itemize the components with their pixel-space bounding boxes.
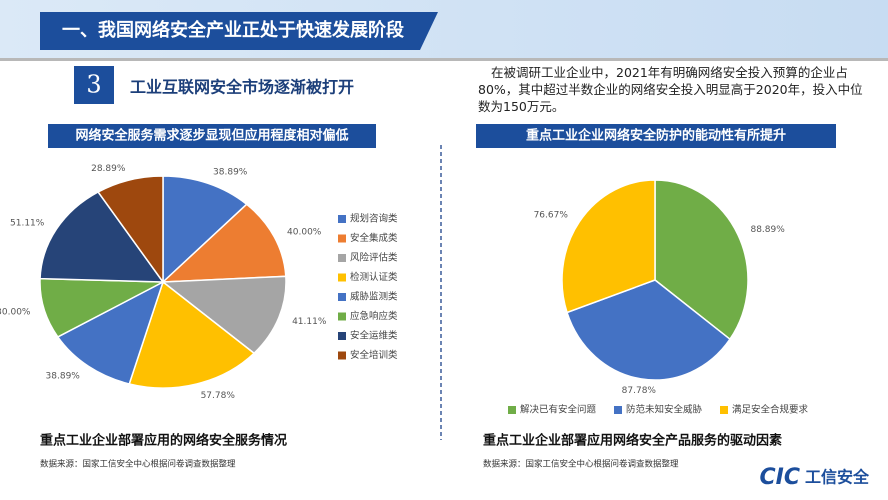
source: 数据来源：国家工信安全中心根据问卷调查数据整理 — [483, 459, 679, 470]
legend-label: 检测认证类 — [350, 271, 398, 283]
legend-label: 安全培训类 — [350, 349, 398, 361]
section-box — [74, 66, 114, 104]
value-label: 41.11% — [292, 317, 327, 327]
legend-swatch — [614, 406, 622, 414]
legend-swatch — [338, 332, 346, 340]
section-title: 工业互联网安全市场逐渐被打开 — [130, 78, 354, 97]
legend-label: 风险评估类 — [350, 252, 398, 264]
legend-label: 满足安全合规要求 — [732, 404, 809, 416]
header-plate — [40, 12, 438, 50]
value-label: 87.78% — [622, 386, 657, 396]
legend-label: 防范未知安全威胁 — [626, 404, 703, 416]
value-label: 28.89% — [91, 164, 126, 174]
section-number: 3 — [86, 71, 101, 99]
summary: 在被调研工业企业中，2021年有明确网络安全投入预算的企业占80%，其中超过半数… — [478, 65, 863, 114]
legend-swatch — [338, 234, 346, 243]
legend-swatch — [338, 254, 346, 262]
pie-slice — [56, 280, 165, 385]
pie-slice — [654, 179, 749, 341]
legend-swatch — [508, 406, 516, 414]
legend-swatch — [338, 215, 346, 223]
pie-slice — [566, 279, 731, 381]
pie-slice — [162, 175, 248, 284]
caption: 重点工业企业部署应用网络安全产品服务的驱动因素 — [483, 433, 782, 449]
pie-slice — [97, 175, 164, 285]
chart-title-bar — [476, 124, 836, 148]
source: 数据来源：国家工信安全中心根据问卷调查数据整理 — [40, 459, 236, 470]
pie-slice — [160, 203, 287, 283]
legend-label: 解决已有安全问题 — [520, 404, 597, 416]
pie-slice — [39, 190, 165, 283]
header-rule — [0, 58, 888, 61]
value-label: 40.00% — [287, 227, 322, 237]
logo-mark: CIC — [760, 465, 800, 490]
legend-swatch — [338, 293, 346, 301]
value-label: 30.00% — [0, 307, 31, 317]
legend-label: 应急响应类 — [350, 310, 398, 322]
header-title: 一、我国网络安全产业正处于快速发展阶段 — [62, 19, 405, 41]
chart-title-bar — [48, 124, 376, 148]
logo-text: 工信安全 — [805, 468, 870, 487]
legend-label: 安全运维类 — [350, 330, 398, 342]
legend-swatch — [720, 406, 728, 414]
legend-label: 安全集成类 — [350, 232, 398, 244]
legend-label: 威胁监测类 — [350, 291, 398, 303]
pie-slice — [160, 275, 287, 355]
legend-swatch — [338, 312, 346, 321]
chart-title: 重点工业企业网络安全防护的能动性有所提升 — [526, 128, 786, 144]
pie-slice — [561, 179, 656, 314]
legend-swatch — [338, 273, 346, 282]
value-label: 88.89% — [750, 225, 785, 235]
pie-slice — [128, 280, 256, 389]
value-label: 38.89% — [213, 168, 248, 178]
value-label: 38.89% — [46, 371, 81, 381]
legend-swatch — [338, 351, 346, 360]
legend-label: 规划咨询类 — [350, 213, 398, 225]
value-label: 76.67% — [534, 210, 569, 220]
caption: 重点工业企业部署应用的网络安全服务情况 — [40, 433, 287, 449]
chart-title: 网络安全服务需求逐步显现但应用程度相对偏低 — [75, 128, 348, 144]
value-label: 51.11% — [10, 219, 45, 229]
value-label: 57.78% — [201, 391, 236, 401]
